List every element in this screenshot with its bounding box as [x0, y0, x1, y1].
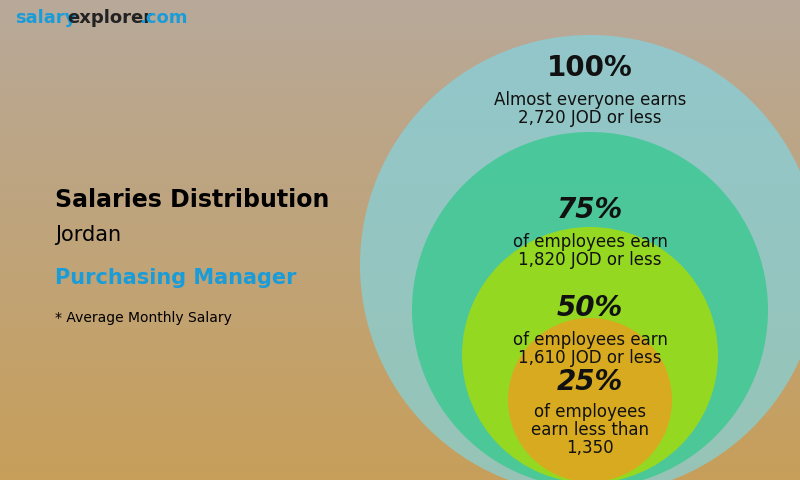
- Bar: [0, 440, 800, 448]
- Text: of employees: of employees: [534, 403, 646, 421]
- Bar: [0, 400, 800, 408]
- Text: 75%: 75%: [557, 196, 623, 224]
- Circle shape: [462, 227, 718, 480]
- Bar: [0, 112, 800, 120]
- Bar: [0, 328, 800, 336]
- Bar: [0, 32, 800, 40]
- Bar: [0, 144, 800, 152]
- Text: salary: salary: [15, 9, 76, 27]
- Bar: [0, 360, 800, 368]
- Bar: [0, 48, 800, 56]
- Bar: [0, 96, 800, 104]
- Bar: [0, 376, 800, 384]
- Bar: [0, 312, 800, 320]
- Bar: [0, 408, 800, 416]
- Bar: [0, 56, 800, 64]
- Bar: [0, 104, 800, 112]
- Text: Almost everyone earns: Almost everyone earns: [494, 91, 686, 109]
- Bar: [0, 168, 800, 176]
- Bar: [0, 240, 800, 248]
- Text: 2,720 JOD or less: 2,720 JOD or less: [518, 109, 662, 127]
- Text: .com: .com: [139, 9, 187, 27]
- Bar: [0, 80, 800, 88]
- Bar: [0, 192, 800, 200]
- Text: 1,610 JOD or less: 1,610 JOD or less: [518, 349, 662, 367]
- Bar: [0, 136, 800, 144]
- Bar: [0, 16, 800, 24]
- Bar: [0, 448, 800, 456]
- Bar: [0, 160, 800, 168]
- Bar: [0, 264, 800, 272]
- Bar: [0, 384, 800, 392]
- Bar: [0, 472, 800, 480]
- Bar: [0, 128, 800, 136]
- Circle shape: [508, 318, 672, 480]
- Text: 25%: 25%: [557, 368, 623, 396]
- Bar: [0, 88, 800, 96]
- Bar: [0, 392, 800, 400]
- Bar: [0, 8, 800, 16]
- Bar: [0, 152, 800, 160]
- Bar: [0, 272, 800, 280]
- Bar: [0, 248, 800, 256]
- Text: explorer: explorer: [67, 9, 152, 27]
- Text: 1,820 JOD or less: 1,820 JOD or less: [518, 251, 662, 269]
- Circle shape: [360, 35, 800, 480]
- Bar: [0, 200, 800, 208]
- Text: Purchasing Manager: Purchasing Manager: [55, 268, 297, 288]
- Bar: [0, 288, 800, 296]
- Bar: [0, 344, 800, 352]
- Text: 50%: 50%: [557, 294, 623, 322]
- Text: 1,350: 1,350: [566, 439, 614, 457]
- Bar: [0, 0, 800, 8]
- Bar: [0, 40, 800, 48]
- Bar: [0, 184, 800, 192]
- Bar: [0, 336, 800, 344]
- Bar: [0, 416, 800, 424]
- Bar: [0, 64, 800, 72]
- Bar: [0, 232, 800, 240]
- Bar: [0, 320, 800, 328]
- Text: Jordan: Jordan: [55, 225, 121, 245]
- Text: * Average Monthly Salary: * Average Monthly Salary: [55, 311, 232, 325]
- Bar: [0, 296, 800, 304]
- Bar: [0, 256, 800, 264]
- Bar: [0, 432, 800, 440]
- Bar: [0, 176, 800, 184]
- Bar: [0, 280, 800, 288]
- Circle shape: [412, 132, 768, 480]
- Bar: [0, 216, 800, 224]
- Bar: [0, 224, 800, 232]
- Text: 100%: 100%: [547, 54, 633, 82]
- Bar: [0, 24, 800, 32]
- Bar: [0, 304, 800, 312]
- Bar: [0, 368, 800, 376]
- Bar: [0, 424, 800, 432]
- Text: of employees earn: of employees earn: [513, 233, 667, 251]
- Bar: [0, 464, 800, 472]
- Bar: [0, 456, 800, 464]
- Bar: [0, 72, 800, 80]
- Bar: [0, 352, 800, 360]
- Text: Salaries Distribution: Salaries Distribution: [55, 188, 330, 212]
- Text: of employees earn: of employees earn: [513, 331, 667, 349]
- Text: earn less than: earn less than: [531, 421, 649, 439]
- Bar: [0, 208, 800, 216]
- Bar: [0, 120, 800, 128]
